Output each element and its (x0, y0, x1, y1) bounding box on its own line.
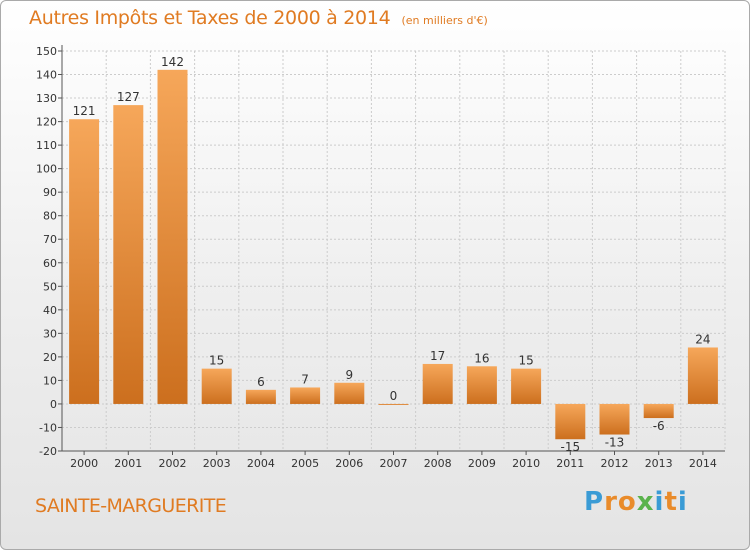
data-label: 24 (695, 332, 710, 346)
commune-name: SAINTE-MARGUERITE (35, 495, 227, 517)
x-tick-label: 2000 (70, 457, 98, 470)
x-tick-label: 2014 (689, 457, 717, 470)
data-label: -13 (605, 436, 625, 450)
y-tick-label: 40 (43, 304, 57, 317)
bar (334, 382, 365, 404)
bar (290, 387, 321, 404)
bar (69, 119, 100, 404)
logo-letter: P (584, 487, 605, 517)
data-label: 15 (518, 354, 533, 368)
data-label: 0 (390, 389, 398, 403)
y-tick-label: -10 (39, 421, 57, 434)
y-tick-label: 30 (43, 327, 57, 340)
x-tick-label: 2012 (601, 457, 629, 470)
data-label: 127 (117, 90, 140, 104)
proxiti-logo: Proxiti (584, 487, 688, 517)
data-label: 142 (161, 55, 184, 69)
bar (157, 69, 188, 404)
y-tick-label: 20 (43, 351, 57, 364)
bar (201, 368, 232, 404)
grid-lines (61, 50, 726, 452)
x-tick-label: 2008 (424, 457, 452, 470)
x-tick-label: 2005 (291, 457, 319, 470)
y-tick-label: -20 (39, 445, 57, 458)
y-tick-label: 120 (36, 116, 57, 129)
title-row: Autres Impôts et Taxes de 2000 à 2014 (e… (29, 7, 488, 29)
y-tick-label: 150 (36, 45, 57, 58)
logo-letter: x (636, 487, 655, 517)
y-tick-label: 130 (36, 92, 57, 105)
x-tick-label: 2004 (247, 457, 275, 470)
bar (511, 368, 542, 404)
bar (245, 389, 276, 404)
data-label: 121 (73, 104, 96, 118)
data-label: 17 (430, 349, 445, 363)
x-tick-label: 2003 (203, 457, 231, 470)
logo-letter: r (604, 487, 618, 517)
tick-labels: 1501401301201101009080706050403020100-10… (36, 45, 717, 470)
bar (113, 105, 144, 404)
y-tick-label: 80 (43, 210, 57, 223)
x-tick-label: 2001 (114, 457, 142, 470)
x-tick-label: 2011 (556, 457, 584, 470)
y-tick-label: 0 (50, 398, 57, 411)
y-tick-label: 100 (36, 163, 57, 176)
x-tick-label: 2010 (512, 457, 540, 470)
y-tick-label: 110 (36, 139, 57, 152)
bar (599, 403, 630, 435)
x-tick-label: 2002 (159, 457, 187, 470)
logo-letter: i (654, 487, 665, 517)
logo-letter: i (677, 487, 688, 517)
x-tick-label: 2007 (380, 457, 408, 470)
data-label: 16 (474, 351, 489, 365)
data-label: 6 (257, 375, 265, 389)
bar (378, 403, 409, 405)
logo-letter: o (617, 487, 637, 517)
bar (555, 403, 586, 440)
y-tick-label: 140 (36, 69, 57, 82)
bar (422, 363, 453, 404)
bars (69, 69, 718, 440)
x-tick-label: 2006 (335, 457, 363, 470)
logo-letter: t (664, 487, 678, 517)
axes (58, 45, 725, 455)
bar (643, 403, 674, 419)
y-tick-label: 50 (43, 280, 57, 293)
data-labels: 121 127 142 15 6 7 9 0 17 16 15 -15 -13 -6 24 (73, 55, 711, 454)
x-tick-label: 2013 (645, 457, 673, 470)
chart-subtitle: (en milliers d'€) (401, 14, 488, 27)
data-label: 9 (345, 368, 353, 382)
chart-title: Autres Impôts et Taxes de 2000 à 2014 (29, 7, 391, 29)
y-tick-label: 60 (43, 257, 57, 270)
bar (687, 347, 718, 404)
data-label: -6 (653, 419, 665, 433)
x-tick-label: 2009 (468, 457, 496, 470)
y-tick-label: 90 (43, 186, 57, 199)
y-tick-label: 10 (43, 374, 57, 387)
bar (466, 366, 497, 404)
data-label: -15 (560, 440, 580, 454)
data-label: 15 (209, 354, 224, 368)
data-label: 7 (301, 372, 309, 386)
y-tick-label: 70 (43, 233, 57, 246)
